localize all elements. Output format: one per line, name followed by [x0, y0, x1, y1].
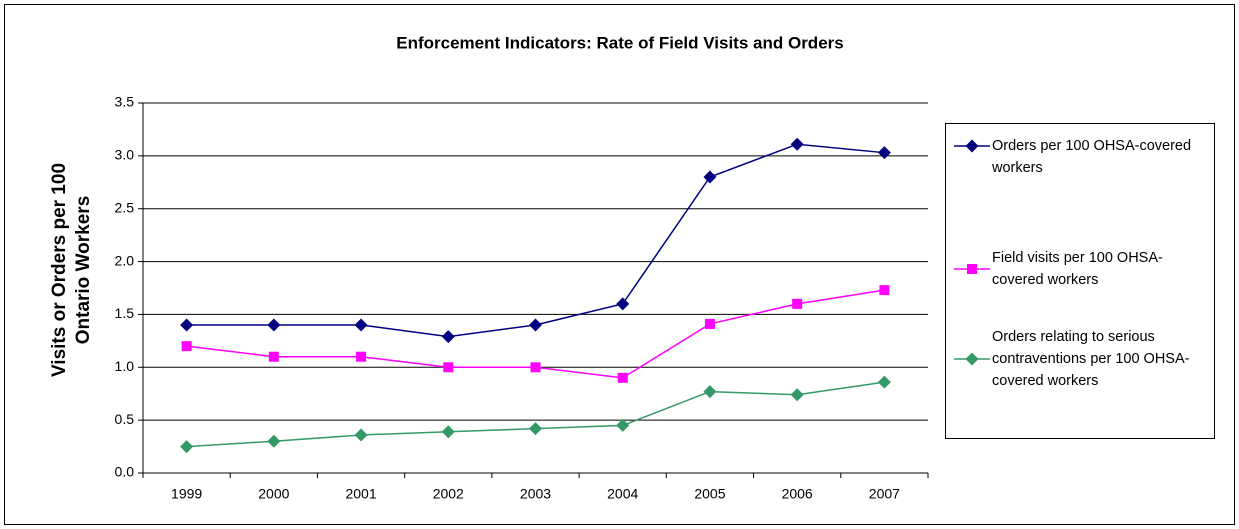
marker — [877, 146, 891, 160]
marker — [965, 352, 979, 366]
marker — [529, 318, 542, 332]
marker — [616, 418, 630, 432]
legend-entry: Orders per 100 OHSA-covered workers — [954, 135, 1210, 179]
y-tick-label: 1.0 — [115, 358, 135, 374]
marker — [354, 428, 368, 442]
y-axis-label: Visits or Orders per 100 Ontario Workers — [49, 162, 94, 378]
chart-title: Enforcement Indicators: Rate of Field Vi… — [396, 33, 843, 52]
marker — [441, 425, 455, 439]
legend-label: Orders relating to serious contravention… — [992, 329, 1190, 389]
legend-label: Field visits per 100 OHSA-covered worker… — [992, 250, 1163, 288]
legend-label: Orders per 100 OHSA-covered workers — [992, 138, 1192, 176]
legend-swatch — [954, 139, 990, 153]
y-tick-label: 0.0 — [115, 464, 135, 480]
marker — [268, 351, 279, 362]
y-tick-label: 1.5 — [115, 305, 135, 321]
x-tick-label: 1999 — [171, 486, 202, 502]
marker — [443, 362, 454, 373]
marker — [267, 434, 281, 448]
marker — [356, 351, 367, 362]
chart-border — [4, 4, 1235, 525]
x-tick-label: 2003 — [520, 486, 551, 502]
marker — [181, 341, 192, 352]
marker — [790, 137, 804, 151]
legend-swatch — [954, 264, 990, 274]
marker — [965, 139, 979, 153]
marker — [704, 318, 715, 329]
y-tick-label: 3.0 — [115, 147, 135, 163]
legend-swatch — [954, 352, 990, 366]
x-tick-label: 2002 — [433, 486, 464, 502]
marker — [530, 362, 541, 373]
marker — [967, 264, 977, 274]
x-tick-label: 2001 — [345, 486, 376, 502]
marker — [792, 298, 803, 309]
legend-entry: Orders relating to serious contravention… — [954, 326, 1210, 392]
marker — [617, 372, 628, 383]
x-tick-label: 2007 — [869, 486, 900, 502]
y-tick-label: 2.5 — [115, 199, 135, 215]
marker — [703, 170, 717, 184]
y-tick-label: 2.0 — [115, 252, 135, 268]
marker — [180, 318, 194, 332]
legend: Orders per 100 OHSA-covered workers Field… — [945, 123, 1215, 439]
x-tick-label: 2005 — [694, 486, 725, 502]
x-tick-label: 2004 — [607, 486, 638, 502]
legend-entry: Field visits per 100 OHSA-covered worker… — [954, 247, 1210, 291]
marker — [441, 330, 455, 344]
marker — [879, 285, 890, 296]
marker — [267, 318, 281, 332]
x-tick-label: 2006 — [782, 486, 813, 502]
marker — [616, 297, 630, 311]
marker — [790, 388, 804, 402]
marker — [180, 440, 194, 454]
y-tick-label: 0.5 — [115, 411, 135, 427]
marker — [354, 318, 368, 332]
marker — [703, 385, 717, 399]
x-tick-label: 2000 — [258, 486, 289, 502]
marker — [877, 375, 891, 389]
y-tick-label: 3.5 — [115, 94, 135, 110]
marker — [529, 422, 542, 436]
